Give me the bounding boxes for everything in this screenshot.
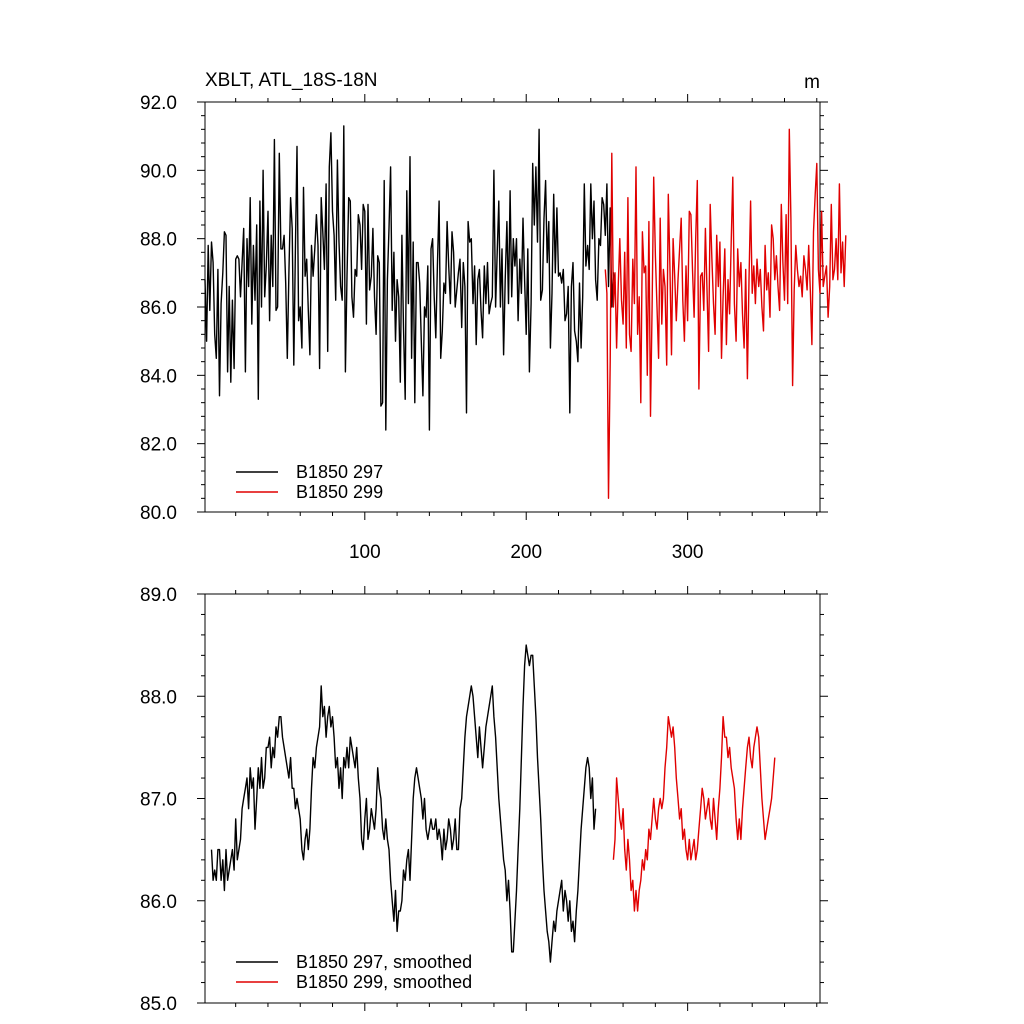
top-series-lines — [204, 125, 847, 499]
y-tick-label: 82.0 — [140, 435, 177, 456]
y-tick-label: 89.0 — [140, 585, 177, 606]
bottom-panel: 85.0 86.0 87.0 88.0 89.0 B1850 297, smoothed… — [140, 585, 828, 1015]
top-panel: XBLT, ATL_18S-18N m 80.0 82.0 84.0 86.0 88.0… — [140, 70, 847, 563]
y-tick-label: 92.0 — [140, 93, 177, 114]
y-tick-label: 80.0 — [140, 503, 177, 524]
series-line-1 — [210, 644, 597, 963]
bottom-legend: B1850 297, smoothed B1850 299, smoothed — [236, 952, 472, 992]
series-line-2 — [604, 128, 847, 499]
legend-label-smoothed-2: B1850 299, smoothed — [296, 972, 472, 992]
series-line-2 — [612, 716, 776, 912]
x-tick-label: 200 — [510, 542, 542, 563]
bottom-series-lines — [210, 644, 776, 963]
top-axis-ticks: 80.0 82.0 84.0 86.0 88.0 90.0 92.0 100 200 300 — [140, 93, 828, 563]
top-legend: B1850 297 B1850 299 — [236, 462, 383, 502]
x-tick-label: 300 — [672, 542, 704, 563]
legend-label-series-1: B1850 297 — [296, 462, 383, 482]
bottom-axis-ticks: 85.0 86.0 87.0 88.0 89.0 — [140, 585, 828, 1015]
y-tick-label: 87.0 — [140, 790, 177, 811]
y-tick-label: 86.0 — [140, 892, 177, 913]
series-line-1 — [204, 125, 616, 431]
y-tick-label: 90.0 — [140, 161, 177, 182]
chart-title: XBLT, ATL_18S-18N — [205, 70, 378, 91]
x-tick-label: 100 — [349, 542, 381, 563]
y-tick-label: 86.0 — [140, 298, 177, 319]
y-tick-label: 88.0 — [140, 230, 177, 251]
units-label: m — [804, 72, 820, 93]
legend-label-smoothed-1: B1850 297, smoothed — [296, 952, 472, 972]
y-tick-label: 85.0 — [140, 994, 177, 1015]
legend-label-series-2: B1850 299 — [296, 482, 383, 502]
y-tick-label: 84.0 — [140, 366, 177, 387]
y-tick-label: 88.0 — [140, 687, 177, 708]
